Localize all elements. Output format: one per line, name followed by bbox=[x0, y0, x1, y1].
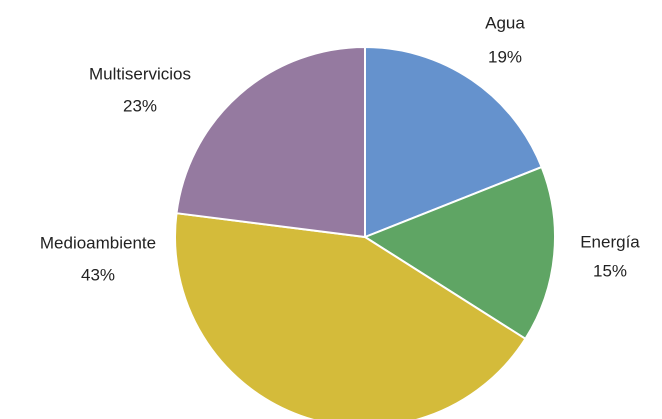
pie-slice bbox=[174, 212, 527, 419]
slice-value-label: 19% bbox=[488, 47, 522, 66]
slice-value-label: 23% bbox=[123, 96, 157, 115]
slice-label: Agua bbox=[485, 13, 525, 32]
slice-value-label: 43% bbox=[81, 265, 115, 284]
pie-slice bbox=[362, 165, 556, 341]
slice-label: Energía bbox=[580, 232, 640, 251]
pie-slice bbox=[364, 45, 543, 239]
slice-label: Medioambiente bbox=[40, 233, 156, 252]
slice-label: Multiservicios bbox=[89, 64, 191, 83]
pie-slice bbox=[175, 45, 366, 239]
slice-value-label: 15% bbox=[593, 261, 627, 280]
